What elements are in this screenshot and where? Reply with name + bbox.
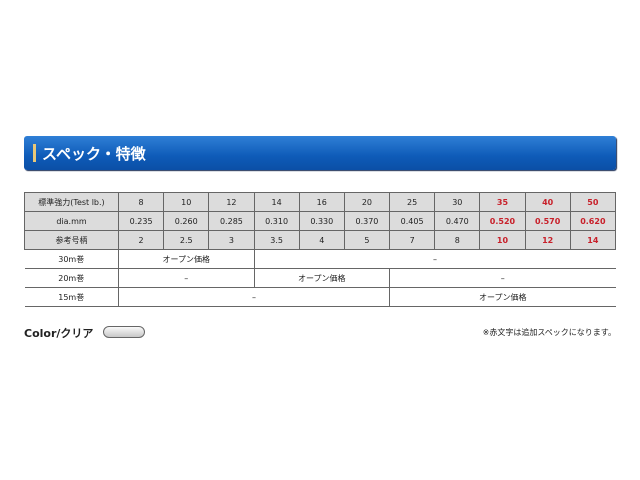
added-spec-note: ※赤文字は追加スペックになります。 [482, 328, 616, 337]
spec-cell: 0.330 [298, 211, 345, 231]
price-cell: – [117, 287, 390, 307]
row-label: 標準強力(Test lb.) [24, 192, 119, 212]
section-title: スペック・特徴 [42, 145, 146, 163]
spec-cell: 25 [389, 192, 436, 212]
spec-cell: 3 [208, 230, 255, 250]
spec-table: 標準強力(Test lb.) 8 10 12 14 16 20 25 30 35 40 50 dia.m… [24, 192, 617, 307]
spec-cell: 8 [117, 192, 165, 212]
spec-cell: 0.470 [434, 211, 481, 231]
spec-cell: 16 [298, 192, 345, 212]
spec-cell: 20 [343, 192, 391, 212]
row-label: 30m巻 [24, 249, 119, 269]
spec-cell: 5 [343, 230, 391, 250]
spec-cell: 0.235 [117, 211, 165, 231]
row-label: 20m巻 [24, 268, 119, 288]
price-cell: – [389, 268, 616, 288]
price-row: 15m巻 – オープン価格 [24, 287, 616, 307]
price-row: 30m巻 オープン価格 – [24, 249, 616, 269]
spec-cell: 0.620 [569, 211, 617, 231]
spec-cell: 0.520 [479, 211, 526, 231]
spec-cell: 10 [479, 230, 526, 250]
header-accent [33, 144, 36, 162]
price-cell: – [118, 268, 255, 288]
spec-cell: 4 [298, 230, 345, 250]
price-cell: オープン価格 [389, 287, 616, 307]
spec-cell: 30 [434, 192, 481, 212]
spec-cell: 2 [117, 230, 165, 250]
spec-cell: 50 [569, 192, 617, 212]
spec-cell: 2.5 [163, 230, 210, 250]
spec-cell: 10 [163, 192, 210, 212]
row-label: dia.mm [24, 211, 119, 231]
spec-cell: 12 [524, 230, 571, 250]
spec-cell: 0.260 [163, 211, 210, 231]
spec-cell: 0.405 [389, 211, 436, 231]
spec-cell: 35 [479, 192, 526, 212]
color-swatch [103, 326, 145, 338]
section-header: スペック・特徴 [24, 136, 616, 170]
price-row: 20m巻 – オープン価格 – [24, 268, 616, 288]
color-label: Color/クリア [24, 327, 94, 340]
spec-cell: 0.570 [524, 211, 571, 231]
price-cell: オープン価格 [118, 249, 255, 269]
spec-cell: 40 [524, 192, 571, 212]
spec-cell: 12 [208, 192, 255, 212]
spec-cell: 0.370 [343, 211, 391, 231]
spec-cell: 8 [434, 230, 481, 250]
row-label: 15m巻 [24, 287, 119, 307]
spec-cell: 0.310 [253, 211, 300, 231]
spec-row: 参考号柄 2 2.5 3 3.5 4 5 7 8 10 12 14 [24, 230, 617, 250]
spec-cell: 3.5 [253, 230, 300, 250]
spec-cell: 14 [253, 192, 300, 212]
spec-cell: 0.285 [208, 211, 255, 231]
spec-cell: 7 [389, 230, 436, 250]
spec-row: dia.mm 0.235 0.260 0.285 0.310 0.330 0.370 0.40… [24, 211, 617, 231]
price-cell: オープン価格 [253, 268, 390, 288]
spec-row: 標準強力(Test lb.) 8 10 12 14 16 20 25 30 35 40 50 [24, 192, 617, 212]
spec-cell: 14 [569, 230, 617, 250]
price-cell: – [253, 249, 616, 269]
row-label: 参考号柄 [24, 230, 119, 250]
